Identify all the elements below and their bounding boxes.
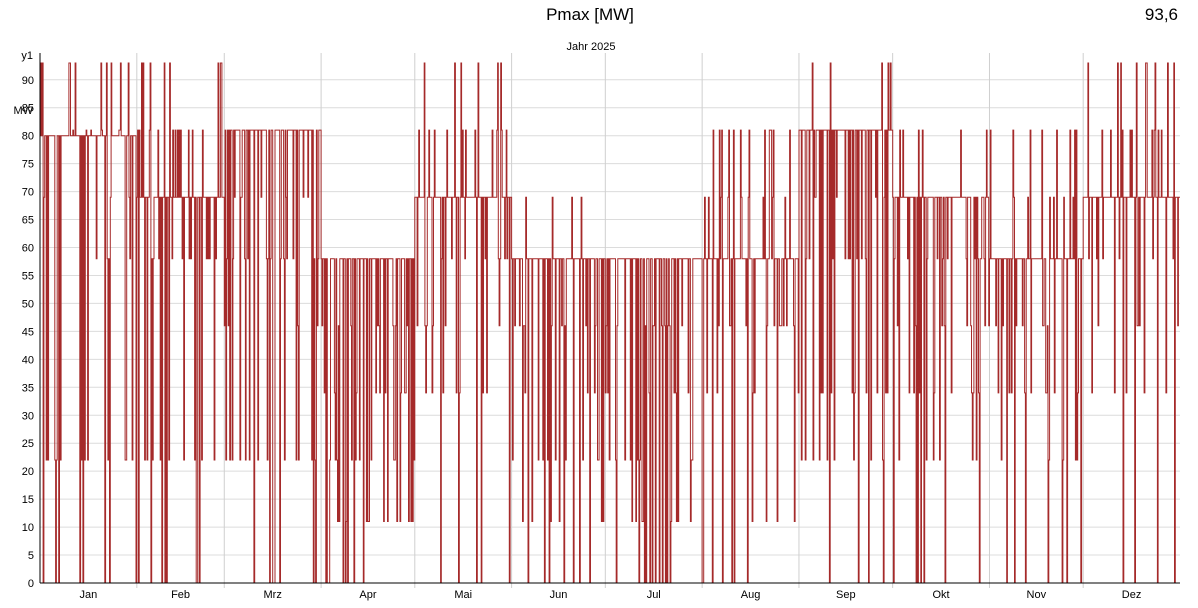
series-line: [40, 62, 1180, 584]
x-tick-label: Jan: [80, 589, 98, 601]
current-value: 93,6: [1144, 5, 1178, 24]
x-tick-label: Apr: [359, 589, 376, 601]
y-tick-label: 45: [22, 326, 34, 338]
x-tick-label: Dez: [1122, 589, 1142, 601]
y-tick-labels: 0 5 10 15 20 25 30 35 40 45 50 55 60 65 70 75 80 85 90: [22, 75, 34, 590]
x-tick-labels: Jan Feb Mrz Apr Mai Jun Jul Aug Sep Okt Nov Dez: [80, 589, 1142, 601]
y-tick-label: 50: [22, 298, 34, 310]
y-tick-label: 80: [22, 131, 34, 143]
x-tick-label: Okt: [933, 589, 950, 601]
y-tick-label: 10: [22, 522, 34, 534]
x-tick-label: Feb: [171, 589, 190, 601]
y-tick-label: 55: [22, 270, 34, 282]
y-tick-label: 90: [22, 75, 34, 87]
y-axis-unit: MW: [13, 105, 33, 117]
y-axis-name: y1: [21, 50, 33, 62]
y-tick-label: 60: [22, 243, 34, 255]
x-tick-label: Mrz: [264, 589, 282, 601]
y-tick-label: 25: [22, 438, 34, 450]
chart-title: Pmax [MW]: [546, 5, 634, 24]
y-tick-label: 35: [22, 382, 34, 394]
y-tick-label: 30: [22, 410, 34, 422]
x-tick-label: Mai: [454, 589, 472, 601]
y-tick-label: 20: [22, 466, 34, 478]
x-tick-label: Sep: [836, 589, 856, 601]
y-tick-label: 75: [22, 159, 34, 171]
x-tick-label: Aug: [741, 589, 761, 601]
chart-subtitle: Jahr 2025: [567, 41, 616, 53]
y-tick-label: 40: [22, 354, 34, 366]
x-tick-label: Jun: [550, 589, 568, 601]
y-tick-label: 5: [28, 550, 34, 562]
y-tick-label: 70: [22, 187, 34, 199]
x-tick-label: Jul: [647, 589, 661, 601]
x-tick-label: Nov: [1027, 589, 1047, 601]
y-tick-label: 15: [22, 494, 34, 506]
y-tick-label: 85: [22, 103, 34, 115]
y-tick-label: 0: [28, 578, 34, 590]
y-tick-label: 65: [22, 215, 34, 227]
